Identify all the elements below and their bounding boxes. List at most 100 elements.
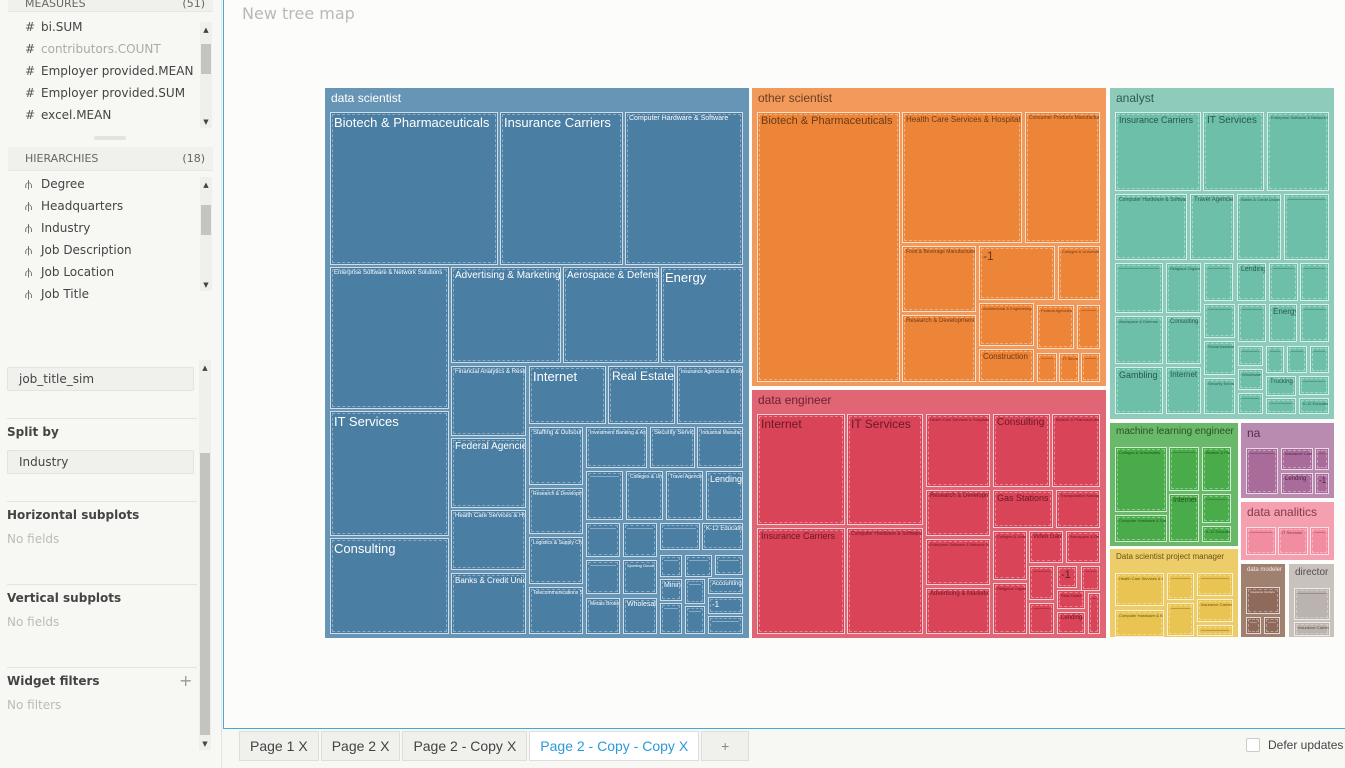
hierarchy-item[interactable]: ⫛ Headquarters (25, 196, 123, 216)
tab-page-2-copy-copy[interactable]: Page 2 - Copy - Copy X (529, 731, 700, 761)
treemap-cell[interactable]: -1 (979, 246, 1055, 300)
treemap-cell[interactable] (685, 555, 712, 577)
treemap-cell[interactable]: Biotech & Pharmaceuticals (330, 112, 498, 265)
treemap-cell[interactable]: Research & Development (902, 315, 976, 382)
treemap-cell[interactable]: Computer Hardware & Software (1115, 515, 1167, 542)
treemap-cell[interactable]: Federal Agencies (451, 438, 526, 508)
measure-item[interactable]: # Employer provided.MEAN (25, 61, 193, 81)
labels-field[interactable]: job_title_sim (7, 367, 194, 391)
treemap-cell[interactable]: Computer Hardware & Software (1115, 610, 1164, 637)
treemap-cell[interactable]: Mining (660, 579, 682, 601)
treemap-cell[interactable] (708, 616, 743, 634)
treemap-cell[interactable]: Insurance Agencies & Brokerages (677, 366, 743, 424)
treemap-cell[interactable]: Trucking (1266, 376, 1296, 396)
treemap-cell[interactable]: Biotech & Pharmaceuticals (757, 112, 900, 382)
resize-handle[interactable] (94, 136, 126, 140)
treemap-cell[interactable] (1169, 447, 1199, 491)
treemap-cell[interactable]: K-12 Education (1299, 398, 1329, 414)
treemap-cell[interactable]: Insurance Carriers (1115, 112, 1201, 191)
scroll-down-icon[interactable]: ▼ (202, 740, 208, 748)
hierarchies-header[interactable]: HIERARCHIES (18) (8, 147, 213, 171)
treemap-cell[interactable]: Consumer Products Manufacturing (1025, 112, 1100, 243)
treemap-cell[interactable]: Computer Hardware & Software (847, 528, 923, 634)
treemap-cell[interactable]: Wholesale (623, 598, 657, 634)
treemap-cell[interactable] (1269, 263, 1298, 301)
treemap-cell[interactable]: Biotech & Pharmaceuticals (1052, 414, 1100, 487)
close-icon[interactable]: X (298, 738, 308, 754)
defer-updates-checkbox[interactable] (1246, 738, 1260, 752)
treemap-cell[interactable]: Construction (979, 349, 1034, 382)
treemap-cell[interactable]: Consulting (330, 538, 449, 634)
scroll-thumb[interactable] (201, 205, 211, 235)
treemap-cell[interactable]: Telecommunications Services (529, 587, 583, 634)
treemap-cell[interactable] (1246, 527, 1276, 555)
treemap-cell[interactable]: Security Services (650, 427, 695, 468)
treemap-cell[interactable]: Colleges & Universities (1115, 447, 1167, 512)
treemap-cell[interactable]: Food & Beverage Manufacturing (902, 246, 976, 312)
widget-title[interactable]: New tree map (242, 4, 355, 23)
treemap-cell[interactable]: Advertising & Marketing (926, 588, 990, 634)
treemap-cell[interactable] (1299, 376, 1329, 395)
treemap-cell[interactable]: Health Care Services & Hospitals (451, 510, 526, 570)
treemap-cell[interactable] (1238, 346, 1263, 366)
treemap-cell[interactable]: Video Games (1029, 531, 1063, 563)
treemap-cell[interactable]: Energy (661, 267, 743, 363)
treemap-cell[interactable]: Colleges & Universities (626, 471, 663, 520)
treemap-cell[interactable]: Health Care Services & Hospitals (902, 112, 1022, 243)
treemap-cell[interactable] (1029, 566, 1054, 600)
measures-header[interactable]: MEASURES (51) (8, 0, 213, 12)
treemap-cell[interactable] (586, 523, 620, 557)
treemap-cell[interactable]: Federal Agencies (1037, 305, 1074, 349)
treemap-cell[interactable]: Advertising & Marketing (451, 267, 561, 363)
treemap-cell[interactable] (1167, 573, 1194, 600)
treemap-cell[interactable]: Health Care Services & Hospitals (926, 414, 990, 487)
add-filter-button[interactable]: + (179, 671, 193, 690)
treemap-cell[interactable]: Banks & Credit Unions (451, 573, 526, 634)
treemap-cell[interactable]: Insurance Carriers (1197, 599, 1233, 622)
treemap-cell[interactable] (1167, 603, 1194, 636)
treemap-cell[interactable]: Religious Organizations (1166, 263, 1201, 313)
treemap-cell[interactable] (1029, 603, 1054, 634)
treemap-cell[interactable]: Industrial Manufacturing (697, 427, 743, 468)
treemap-cell[interactable] (1266, 398, 1296, 414)
close-icon[interactable]: X (380, 738, 390, 754)
split-by-field[interactable]: Industry (7, 450, 194, 474)
treemap-cell[interactable] (1037, 353, 1057, 382)
treemap-cell[interactable] (1310, 346, 1329, 373)
treemap-cell[interactable]: Financial Analytics & Research (451, 366, 526, 436)
treemap-cell[interactable] (660, 523, 700, 550)
treemap-cell[interactable]: Real Estate (1057, 590, 1085, 609)
treemap-cell[interactable]: Gas Stations (993, 490, 1053, 528)
treemap-cell[interactable]: Aerospace & Defense (1066, 531, 1100, 563)
scroll-up-icon[interactable]: ▲ (203, 26, 209, 34)
treemap-cell[interactable] (685, 606, 705, 634)
treemap-cell[interactable]: -1 (1057, 566, 1077, 588)
treemap-cell[interactable]: Aerospace & Defense (1115, 316, 1163, 364)
measure-item[interactable]: # Employer provided.SUM (25, 83, 185, 103)
treemap-cell[interactable] (1202, 494, 1231, 523)
treemap-cell[interactable] (1284, 194, 1329, 260)
treemap-cell[interactable] (715, 555, 743, 575)
treemap-cell[interactable] (1310, 527, 1329, 555)
treemap-cell[interactable]: Wholesale (1238, 369, 1263, 390)
measure-item[interactable]: # bi.SUM (25, 17, 83, 37)
treemap-cell[interactable]: Insurance Carriers (757, 528, 845, 634)
add-page-button[interactable]: + (701, 731, 750, 761)
treemap-cell[interactable]: Staffing & Outsourcing (529, 427, 583, 485)
treemap-cell[interactable] (1238, 393, 1263, 414)
properties-scrollbar[interactable]: ▲ ▼ (199, 360, 211, 750)
treemap-cell[interactable] (1204, 263, 1233, 301)
scroll-up-icon[interactable]: ▲ (203, 181, 209, 189)
treemap-cell[interactable]: Accounting (708, 578, 743, 594)
treemap-cell[interactable] (1315, 448, 1329, 470)
treemap-cell[interactable] (1300, 263, 1329, 301)
treemap-cell[interactable]: Lending (1237, 263, 1266, 301)
scroll-down-icon[interactable]: ▼ (203, 118, 209, 126)
treemap-cell[interactable] (1294, 588, 1330, 620)
treemap-cell[interactable] (1246, 448, 1278, 494)
scroll-thumb[interactable] (200, 453, 210, 735)
hierarchy-item[interactable]: ⫛ Industry (25, 218, 90, 238)
treemap-cell[interactable]: Internet (1166, 367, 1201, 414)
